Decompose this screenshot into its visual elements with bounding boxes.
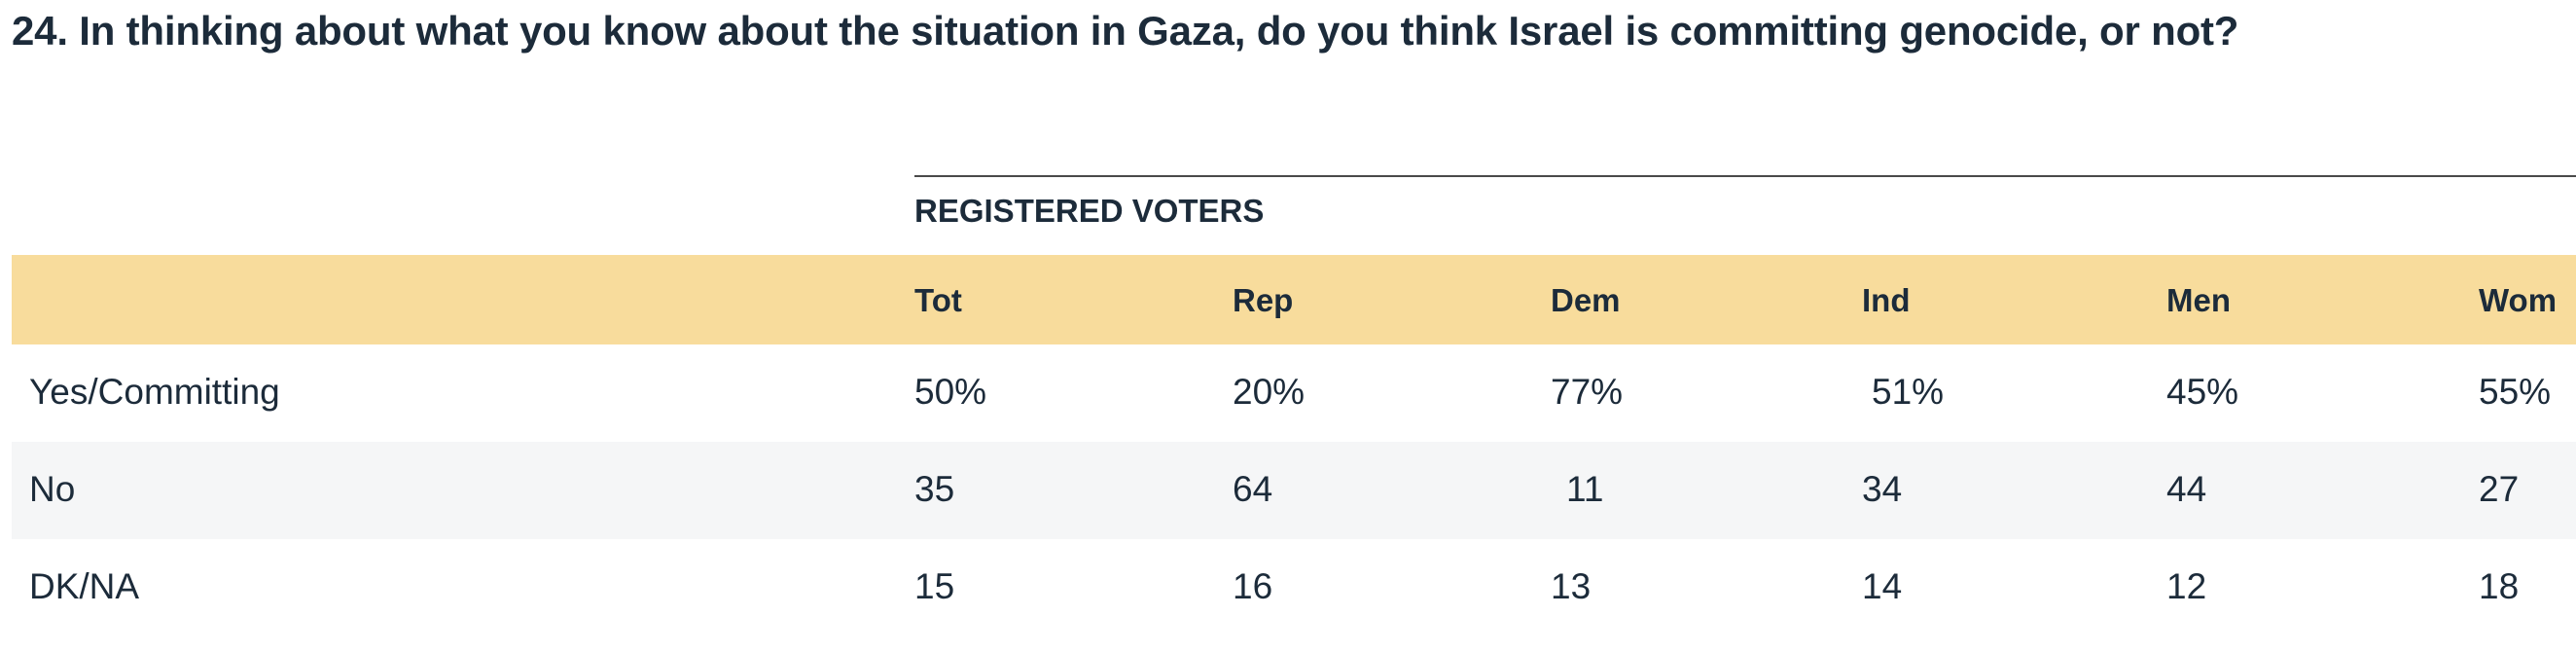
cell-dem: 11 [1566,469,1604,509]
table-row-no: No 35 64 11 34 44 27 [12,442,2576,539]
question-title: 24. In thinking about what you know abou… [12,8,2239,54]
table-header-row: Tot Rep Dem Ind Men Wom [12,255,2576,344]
cell-tot: 50% [914,372,987,412]
cell-dem: 13 [1551,566,1592,606]
cell-ind: 14 [1862,566,1903,606]
cell-wom: 18 [2479,566,2520,606]
column-header-men: Men [2166,282,2231,318]
column-header-rep: Rep [1233,282,1294,318]
cell-wom: 27 [2479,469,2520,509]
row-label: Yes/Committing [29,372,280,412]
group-header-rule [914,175,2576,177]
column-header-ind: Ind [1862,282,1911,318]
cell-tot: 35 [914,469,955,509]
cell-tot: 15 [914,566,955,606]
column-header-dem: Dem [1551,282,1621,318]
cell-ind: 34 [1862,469,1903,509]
cell-rep: 16 [1233,566,1273,606]
cell-men: 45% [2166,372,2239,412]
table-row-yes-committing: Yes/Committing 50% 20% 77% 51% 45% 55% [12,344,2576,442]
group-label: REGISTERED VOTERS [914,193,1265,229]
table-row-dk-na: DK/NA 15 16 13 14 12 18 [12,539,2576,636]
cell-ind: 51% [1872,372,1945,412]
cell-men: 44 [2166,469,2207,509]
cell-rep: 64 [1233,469,1273,509]
cell-rep: 20% [1233,372,1306,412]
cell-wom: 55% [2479,372,2552,412]
row-label: DK/NA [29,566,140,606]
row-label: No [29,469,76,509]
cell-men: 12 [2166,566,2207,606]
cell-dem: 77% [1551,372,1624,412]
column-header-wom: Wom [2479,282,2558,318]
column-header-tot: Tot [914,282,962,318]
